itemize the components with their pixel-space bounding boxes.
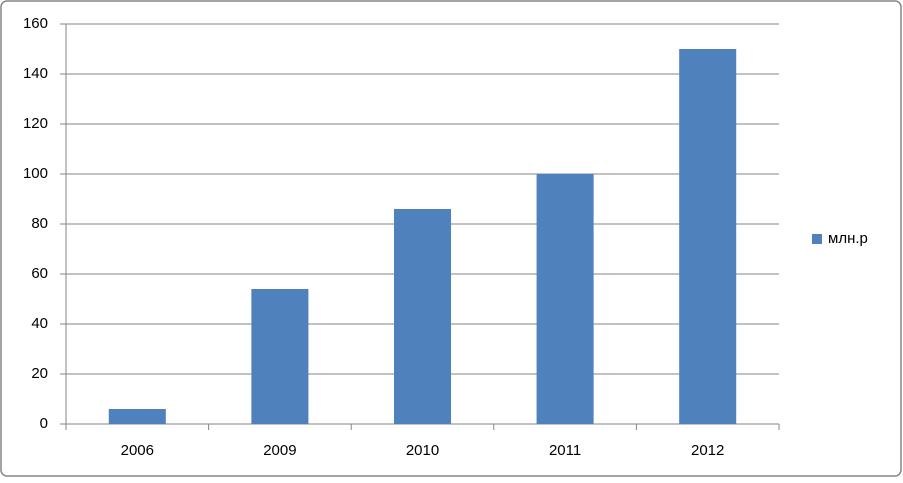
y-tick-label: 100	[23, 165, 48, 182]
x-tick-label: 2012	[691, 442, 724, 459]
legend-label: млн.р	[828, 230, 868, 247]
legend-swatch	[812, 234, 822, 244]
y-tick-label: 40	[31, 315, 48, 332]
y-tick-label: 120	[23, 115, 48, 132]
y-tick-label: 80	[31, 215, 48, 232]
x-tick-label: 2006	[121, 442, 154, 459]
bar	[536, 174, 594, 424]
y-tick-label: 140	[23, 65, 48, 82]
y-tick-label: 0	[40, 415, 48, 432]
bar	[108, 409, 166, 424]
x-tick-label: 2010	[406, 442, 439, 459]
bar	[251, 289, 309, 424]
y-tick-label: 20	[31, 365, 48, 382]
y-tick-label: 160	[23, 15, 48, 32]
x-tick-label: 2009	[263, 442, 296, 459]
bar	[679, 49, 737, 424]
bar	[393, 209, 452, 424]
x-tick-label: 2011	[549, 442, 581, 459]
y-tick-label: 60	[31, 265, 48, 282]
